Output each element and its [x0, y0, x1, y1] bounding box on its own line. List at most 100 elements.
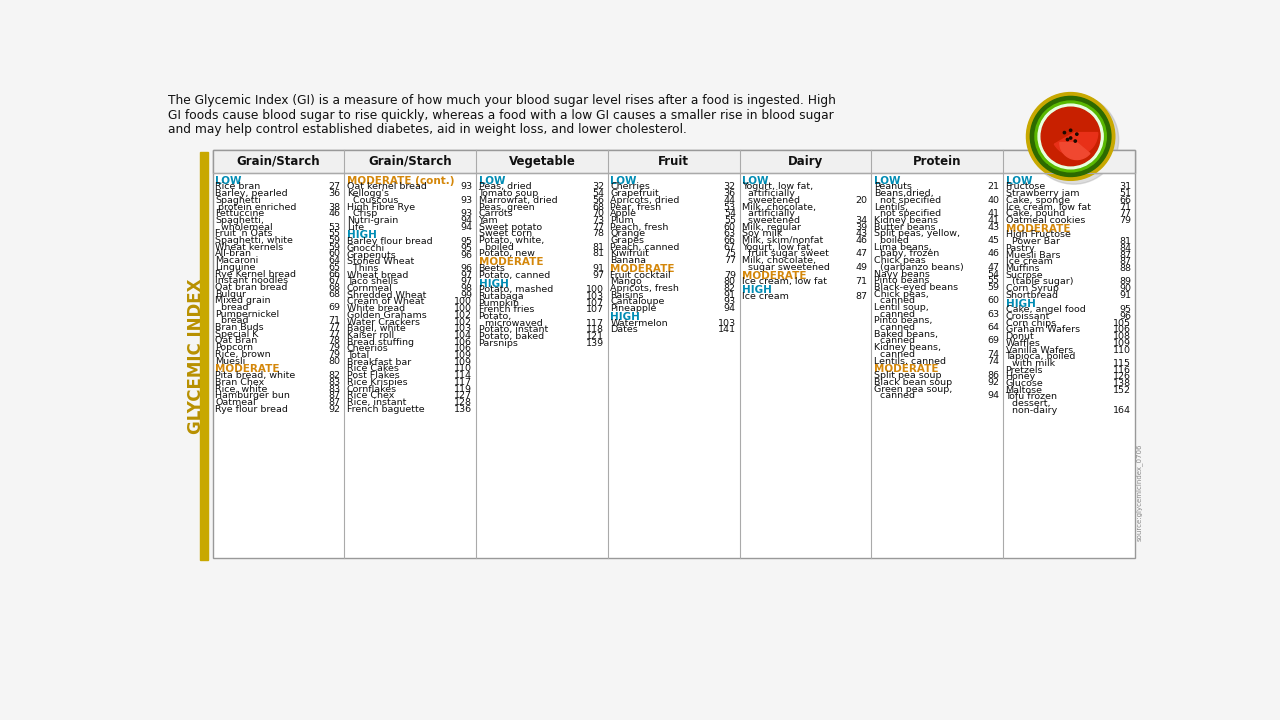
- Text: 79: 79: [723, 271, 736, 279]
- Text: Bran Chex: Bran Chex: [215, 378, 264, 387]
- Text: 60: 60: [329, 249, 340, 258]
- Text: 31: 31: [1119, 182, 1132, 192]
- Text: 95: 95: [461, 237, 472, 246]
- Text: 39: 39: [855, 222, 868, 232]
- Text: Croissant: Croissant: [1006, 312, 1050, 321]
- Text: Rice, instant: Rice, instant: [347, 398, 406, 407]
- Text: Mango: Mango: [611, 277, 643, 287]
- Text: 77: 77: [329, 323, 340, 332]
- Text: 66: 66: [1119, 196, 1132, 204]
- Text: Lentils,: Lentils,: [874, 202, 908, 212]
- Text: Navy beans: Navy beans: [874, 269, 929, 279]
- Text: Graham Wafers: Graham Wafers: [1006, 325, 1079, 334]
- Text: 68: 68: [329, 289, 340, 299]
- Text: 60: 60: [723, 222, 736, 232]
- Text: 110: 110: [454, 364, 472, 374]
- Text: 106: 106: [1114, 325, 1132, 334]
- Text: 95: 95: [461, 244, 472, 253]
- Text: 74: 74: [987, 350, 1000, 359]
- Text: Grain/Starch: Grain/Starch: [369, 155, 452, 168]
- Text: 100: 100: [454, 304, 472, 313]
- Text: 81: 81: [593, 243, 604, 252]
- Text: 53: 53: [329, 222, 340, 232]
- Text: 87: 87: [1119, 257, 1132, 266]
- Circle shape: [1038, 104, 1103, 168]
- Text: not specified: not specified: [874, 210, 941, 218]
- Text: 34: 34: [855, 216, 868, 225]
- Text: 53: 53: [723, 202, 736, 212]
- Text: 141: 141: [718, 325, 736, 334]
- Text: Oat bran bread: Oat bran bread: [215, 283, 288, 292]
- Text: 94: 94: [461, 222, 472, 232]
- Text: 55: 55: [723, 216, 736, 225]
- Text: 67: 67: [723, 243, 736, 252]
- Text: Split peas, yellow,: Split peas, yellow,: [874, 229, 960, 238]
- Text: Rice Chex: Rice Chex: [347, 391, 394, 400]
- Text: canned: canned: [874, 310, 915, 319]
- Text: Pretzels: Pretzels: [1006, 366, 1043, 374]
- Circle shape: [1064, 132, 1065, 134]
- Text: canned: canned: [874, 297, 915, 305]
- Text: 87: 87: [855, 292, 868, 301]
- Text: 41: 41: [987, 216, 1000, 225]
- Text: MODERATE: MODERATE: [1006, 224, 1070, 234]
- Text: 87: 87: [329, 391, 340, 400]
- Text: 82: 82: [329, 371, 340, 380]
- Text: Potato, new: Potato, new: [479, 249, 535, 258]
- Text: 117: 117: [586, 319, 604, 328]
- Text: 55: 55: [329, 229, 340, 238]
- Text: Water Crackers: Water Crackers: [347, 318, 420, 327]
- Text: 54: 54: [593, 189, 604, 198]
- Text: Rice bran: Rice bran: [215, 182, 260, 192]
- Text: MODERATE (cont.): MODERATE (cont.): [347, 176, 454, 186]
- Text: LOW: LOW: [479, 176, 506, 186]
- Text: MODERATE: MODERATE: [874, 364, 938, 374]
- Text: Oat kernel bread: Oat kernel bread: [347, 182, 426, 192]
- Text: microwaved: microwaved: [479, 319, 543, 328]
- Text: 98: 98: [461, 284, 472, 293]
- Text: LOW: LOW: [742, 176, 768, 186]
- Text: Cherries: Cherries: [611, 182, 650, 192]
- Text: Ice cream: Ice cream: [742, 292, 788, 301]
- Text: Carrots: Carrots: [479, 210, 513, 218]
- Text: 97: 97: [593, 271, 604, 279]
- Text: 79: 79: [329, 343, 340, 352]
- Text: Power Bar: Power Bar: [1006, 237, 1060, 246]
- Text: 59: 59: [329, 243, 340, 252]
- Text: All-bran: All-bran: [215, 249, 252, 258]
- Text: Taco shells: Taco shells: [347, 277, 398, 287]
- Text: Spaghetti: Spaghetti: [215, 196, 261, 204]
- Text: dessert,: dessert,: [1006, 399, 1050, 408]
- Text: Post Flakes: Post Flakes: [347, 371, 399, 380]
- Text: 96: 96: [461, 264, 472, 273]
- Text: Corn Syrup: Corn Syrup: [1006, 284, 1059, 293]
- Text: GI foods cause blood sugar to rise quickly, whereas a food with a low GI causes : GI foods cause blood sugar to rise quick…: [168, 109, 833, 122]
- Text: 92: 92: [987, 378, 1000, 387]
- Text: 47: 47: [855, 249, 868, 258]
- Text: Apricots, dried: Apricots, dried: [611, 196, 680, 204]
- Text: LOW: LOW: [874, 176, 900, 186]
- Text: 66: 66: [329, 269, 340, 279]
- Text: Honey: Honey: [1006, 372, 1036, 382]
- Text: 68: 68: [329, 283, 340, 292]
- Text: Split pea soup: Split pea soup: [874, 371, 941, 380]
- Text: Lentils, canned: Lentils, canned: [874, 356, 946, 366]
- Text: LOW: LOW: [215, 176, 242, 186]
- Text: (table sugar): (table sugar): [1006, 277, 1073, 287]
- Text: Sweets: Sweets: [1044, 155, 1093, 168]
- Text: Butter beans: Butter beans: [874, 222, 936, 232]
- Text: 79: 79: [1119, 216, 1132, 225]
- Text: 117: 117: [454, 378, 472, 387]
- Text: MODERATE: MODERATE: [479, 257, 543, 267]
- Text: Lentil soup,: Lentil soup,: [874, 303, 928, 312]
- Text: Strawberry jam: Strawberry jam: [1006, 189, 1079, 198]
- Text: 32: 32: [591, 182, 604, 192]
- Text: 136: 136: [454, 405, 472, 414]
- Text: Grapes: Grapes: [611, 236, 644, 245]
- Text: 115: 115: [1114, 359, 1132, 368]
- Text: Orange: Orange: [611, 229, 645, 238]
- Wedge shape: [1060, 143, 1089, 160]
- Text: Dates: Dates: [611, 325, 637, 334]
- Text: 95: 95: [1119, 305, 1132, 315]
- Text: 77: 77: [329, 330, 340, 339]
